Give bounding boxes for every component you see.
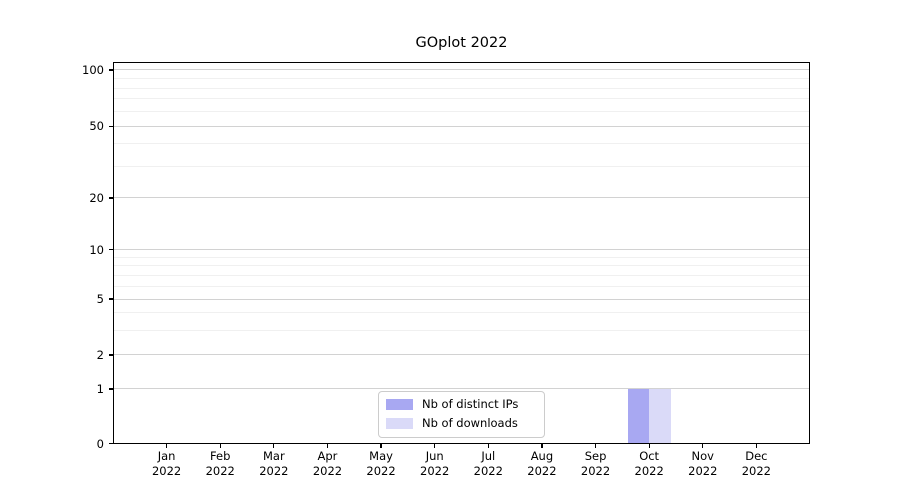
gridline-major <box>113 298 810 300</box>
x-tick-mark <box>380 443 382 448</box>
x-tick-label: Mar 2022 <box>259 448 289 479</box>
gridline-major <box>113 249 810 251</box>
legend-entry-downloads: Nb of downloads <box>386 416 537 432</box>
y-tick-label: 0 <box>96 436 104 451</box>
gridline-major <box>113 69 810 71</box>
gridline-minor <box>113 87 810 89</box>
gridline-minor <box>113 143 810 145</box>
gridline-major <box>113 354 810 356</box>
gridline-major <box>113 197 810 199</box>
x-tick-label: Aug 2022 <box>527 448 557 479</box>
x-tick-label: Nov 2022 <box>688 448 718 479</box>
y-tick-mark <box>108 197 113 199</box>
x-tick-mark <box>273 443 275 448</box>
bar-downloads-Oct <box>649 388 671 444</box>
x-tick-mark <box>702 443 704 448</box>
x-tick-mark <box>594 443 597 448</box>
y-tick-mark <box>108 354 113 356</box>
x-tick-mark <box>487 443 489 448</box>
y-tick-label: 50 <box>89 119 104 134</box>
gridline-minor <box>113 265 810 267</box>
gridline-minor <box>113 285 810 287</box>
legend: Nb of distinct IPs Nb of downloads <box>378 390 545 438</box>
x-tick-label: Feb 2022 <box>205 448 235 479</box>
y-tick-label: 5 <box>96 292 104 307</box>
x-tick-mark <box>755 443 758 448</box>
legend-swatch-distinct-ips <box>386 399 413 410</box>
x-tick-mark <box>648 443 650 448</box>
x-tick-mark <box>326 443 329 448</box>
gridline-minor <box>113 329 810 331</box>
legend-entry-distinct-ips: Nb of distinct IPs <box>386 397 537 413</box>
x-tick-label: Sep 2022 <box>580 448 611 479</box>
x-tick-mark <box>434 443 436 448</box>
gridline-major <box>113 388 810 390</box>
y-tick-label: 1 <box>96 381 104 396</box>
x-tick-mark <box>219 443 221 448</box>
y-tick-mark <box>108 125 113 128</box>
x-tick-label: Jul 2022 <box>473 448 503 479</box>
gridline-minor <box>113 77 810 79</box>
x-tick-label: Jan 2022 <box>151 448 182 479</box>
gridline-minor <box>113 274 810 276</box>
gridline-major <box>113 125 810 127</box>
x-tick-label: Jun 2022 <box>420 448 450 479</box>
y-tick-mark <box>108 442 113 445</box>
legend-label-downloads: Nb of downloads <box>422 416 518 430</box>
y-tick-mark <box>108 69 113 71</box>
gridline-minor <box>113 165 810 167</box>
y-tick-label: 2 <box>96 347 104 362</box>
x-tick-label: Dec 2022 <box>741 448 772 479</box>
x-tick-mark <box>541 443 543 448</box>
x-tick-label: May 2022 <box>366 448 396 479</box>
y-tick-label: 10 <box>89 242 104 257</box>
chart-title: GOplot 2022 <box>415 35 508 51</box>
y-tick-label: 20 <box>89 190 104 205</box>
y-tick-label: 100 <box>82 62 104 77</box>
gridline-minor <box>113 98 810 100</box>
x-tick-mark <box>165 443 168 448</box>
y-tick-mark <box>108 249 113 251</box>
y-tick-mark <box>108 388 113 390</box>
legend-swatch-downloads <box>386 418 413 429</box>
bar-distinct-ips-Oct <box>627 388 650 444</box>
legend-label-distinct-ips: Nb of distinct IPs <box>422 397 519 411</box>
x-tick-label: Oct 2022 <box>634 448 664 479</box>
gridline-minor <box>113 312 810 314</box>
y-tick-mark <box>108 298 113 300</box>
x-tick-label: Apr 2022 <box>312 448 343 479</box>
gridline-minor <box>113 256 810 258</box>
plot-area-frame <box>113 61 810 444</box>
gridline-minor <box>113 111 810 113</box>
